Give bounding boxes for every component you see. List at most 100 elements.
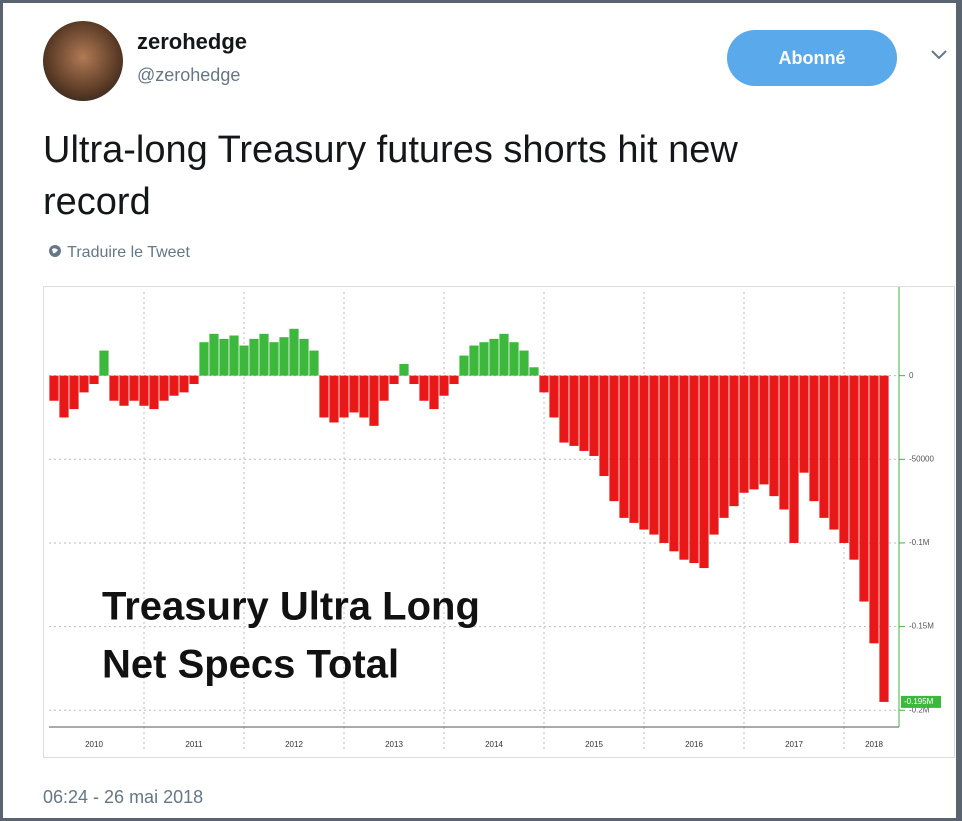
bar [89, 375, 99, 385]
bar [339, 375, 349, 418]
bar [249, 338, 259, 376]
bar [609, 375, 619, 502]
bar [559, 375, 569, 443]
bar [409, 375, 419, 385]
bar [189, 375, 199, 385]
tweet-text: record [43, 181, 151, 223]
bar [429, 375, 439, 410]
bar [329, 375, 339, 423]
bar [319, 375, 329, 418]
bar [229, 335, 239, 376]
bar [799, 375, 809, 473]
chart-title: Treasury Ultra Long [102, 585, 480, 629]
bar [649, 375, 659, 535]
bar [579, 375, 589, 451]
globe-icon [49, 245, 61, 257]
bar [849, 375, 859, 560]
y-tick-label: 0 [909, 371, 914, 380]
bar [479, 342, 489, 376]
bar [99, 350, 109, 376]
bar [839, 375, 849, 543]
bar [599, 375, 609, 477]
timestamp[interactable]: 06:24 - 26 mai 2018 [43, 787, 204, 807]
bar [289, 328, 299, 376]
bar [549, 375, 559, 418]
bar [349, 375, 359, 413]
x-tick-label: 2015 [585, 740, 603, 749]
bar [639, 375, 649, 530]
bar [509, 342, 519, 376]
x-tick-label: 2010 [85, 740, 103, 749]
bar [239, 345, 249, 376]
bar [259, 333, 269, 376]
bar [779, 375, 789, 510]
bar [859, 375, 869, 602]
bar [359, 375, 369, 418]
bar [529, 367, 539, 376]
bar [699, 375, 709, 569]
bar [269, 342, 279, 376]
bar [109, 375, 119, 401]
bar [449, 375, 459, 385]
bar [49, 375, 59, 401]
bar [139, 375, 149, 406]
bar [439, 375, 449, 396]
bar [669, 375, 679, 552]
x-tick-label: 2018 [865, 740, 883, 749]
bar [399, 363, 409, 376]
bar [519, 350, 529, 376]
x-tick-label: 2017 [785, 740, 803, 749]
bar [69, 375, 79, 410]
bar [199, 342, 209, 376]
x-tick-label: 2014 [485, 740, 503, 749]
x-tick-label: 2012 [285, 740, 303, 749]
tweet-text: Ultra-long Treasury futures shorts hit n… [43, 129, 738, 171]
bar [739, 375, 749, 493]
bar [569, 375, 579, 446]
last-value-label: -0.195M [904, 697, 934, 706]
bar [819, 375, 829, 518]
bar [219, 338, 229, 376]
bar [789, 375, 799, 543]
menu-chevron[interactable] [929, 47, 949, 61]
chart-title: Net Specs Total [102, 643, 399, 687]
bar [679, 375, 689, 560]
translate-link[interactable]: Traduire le Tweet [47, 243, 190, 262]
bar [369, 375, 379, 426]
bar [279, 337, 289, 376]
follow-button[interactable]: Abonné [727, 30, 897, 86]
user-name[interactable]: zerohedge [137, 29, 248, 54]
bar [729, 375, 739, 507]
avatar[interactable] [43, 21, 123, 101]
bar [829, 375, 839, 530]
last-value-box [901, 695, 941, 708]
bar [149, 375, 159, 410]
bar [589, 375, 599, 456]
bar [709, 375, 719, 535]
chart: 0 -50000 -0.1M -0.15M -0.2M 2010 2011 2012 2013 2… [43, 286, 955, 758]
y-tick-label: -0.15M [909, 622, 934, 631]
bar [659, 375, 669, 543]
bar [309, 350, 319, 376]
bar [459, 355, 469, 376]
bar [209, 333, 219, 376]
bar [769, 375, 779, 497]
translate-text[interactable]: Traduire le Tweet [67, 244, 190, 261]
bar [469, 345, 479, 376]
bar [389, 375, 399, 385]
bar [489, 338, 499, 376]
bar [419, 375, 429, 401]
bar [499, 333, 509, 376]
bar [379, 375, 389, 401]
y-tick-label: -0.1M [909, 538, 930, 547]
x-tick-label: 2013 [385, 740, 403, 749]
x-tick-label: 2016 [685, 740, 703, 749]
bar [59, 375, 69, 418]
bar [759, 375, 769, 485]
y-tick-label: -50000 [909, 454, 934, 463]
bar [809, 375, 819, 502]
user-handle[interactable]: @zerohedge [137, 65, 241, 85]
x-tick-label: 2011 [185, 740, 203, 749]
bar [169, 375, 179, 396]
